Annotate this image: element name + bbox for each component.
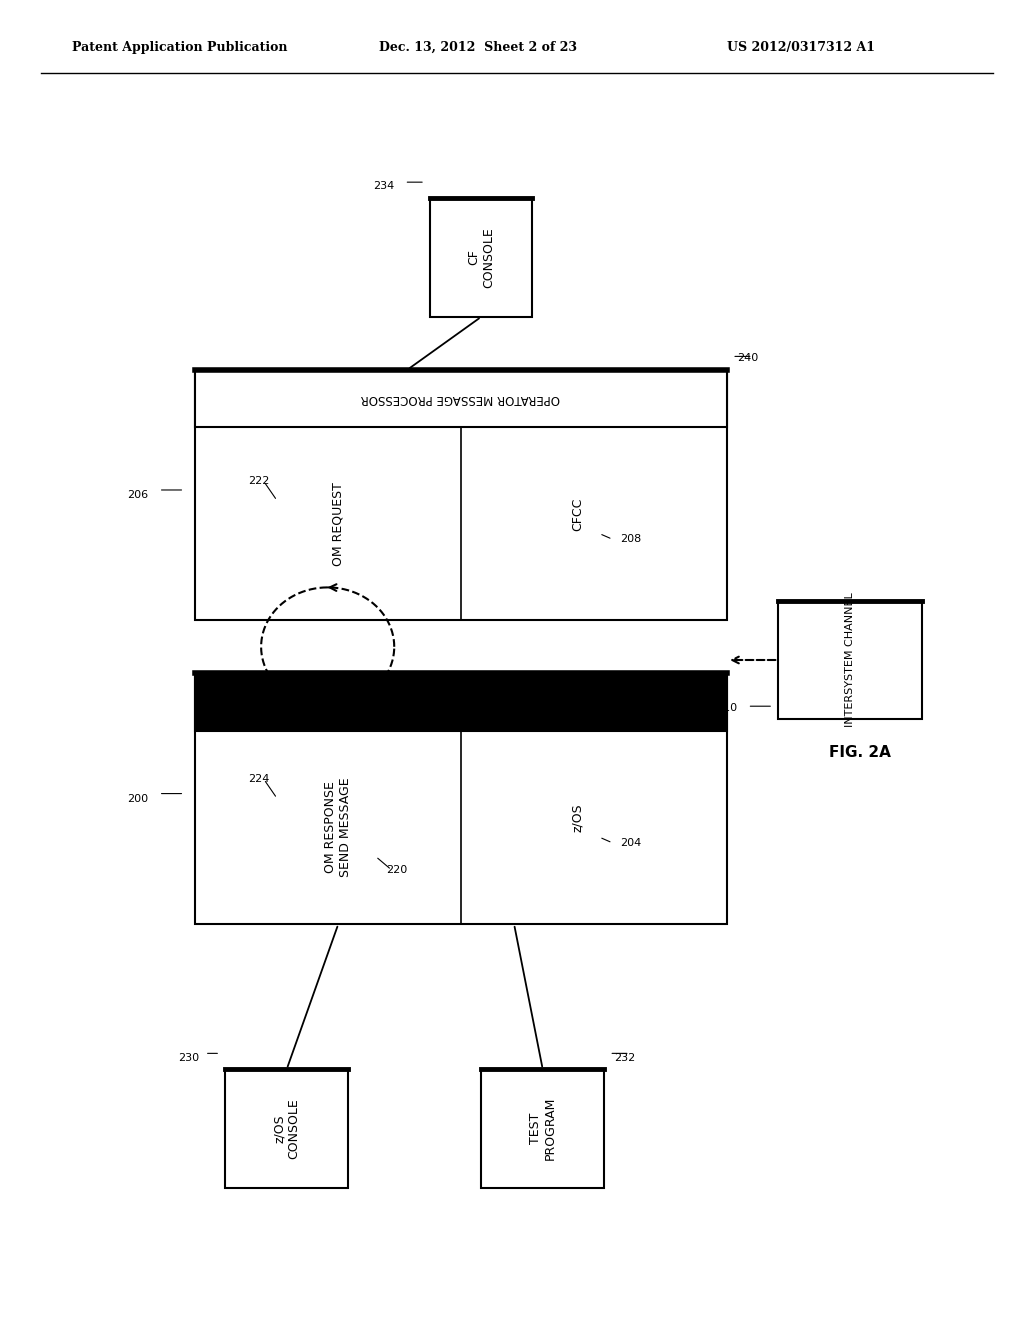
Text: OM REQUEST: OM REQUEST xyxy=(332,482,345,566)
Bar xyxy=(195,370,727,620)
Text: 222: 222 xyxy=(248,477,269,486)
Text: 224: 224 xyxy=(248,774,269,784)
Text: 220: 220 xyxy=(386,865,408,875)
Text: 232: 232 xyxy=(614,1052,636,1063)
Bar xyxy=(430,198,532,317)
Text: 206: 206 xyxy=(127,490,148,500)
Text: Patent Application Publication: Patent Application Publication xyxy=(72,41,287,54)
Text: INTERSYSTEM CHANNEL: INTERSYSTEM CHANNEL xyxy=(845,593,855,727)
Text: Dec. 13, 2012  Sheet 2 of 23: Dec. 13, 2012 Sheet 2 of 23 xyxy=(379,41,577,54)
Text: US 2012/0317312 A1: US 2012/0317312 A1 xyxy=(727,41,876,54)
Bar xyxy=(195,370,727,428)
Text: 210: 210 xyxy=(716,702,737,713)
Text: 234: 234 xyxy=(373,181,394,191)
Bar xyxy=(481,1069,604,1188)
Text: z/OS: z/OS xyxy=(571,804,585,832)
Bar xyxy=(225,1069,348,1188)
Text: FIG. 2A: FIG. 2A xyxy=(829,744,891,760)
Bar xyxy=(195,673,727,731)
Text: 230: 230 xyxy=(178,1052,200,1063)
Text: 204: 204 xyxy=(621,838,642,847)
Text: CFCC: CFCC xyxy=(571,498,585,531)
Text: 208: 208 xyxy=(621,535,642,544)
Text: CF
CONSOLE: CF CONSOLE xyxy=(467,227,496,288)
Text: 240: 240 xyxy=(737,352,759,363)
Text: 200: 200 xyxy=(127,793,148,804)
Text: OM RESPONSE
SEND MESSAGE: OM RESPONSE SEND MESSAGE xyxy=(325,777,352,878)
Text: OPERATOR MESSAGE PROCESSOR: OPERATOR MESSAGE PROCESSOR xyxy=(361,392,560,405)
Bar xyxy=(778,601,922,719)
Text: z/OS
CONSOLE: z/OS CONSOLE xyxy=(272,1098,301,1159)
Bar xyxy=(195,673,727,924)
Text: TEST
PROGRAM: TEST PROGRAM xyxy=(528,1097,557,1160)
